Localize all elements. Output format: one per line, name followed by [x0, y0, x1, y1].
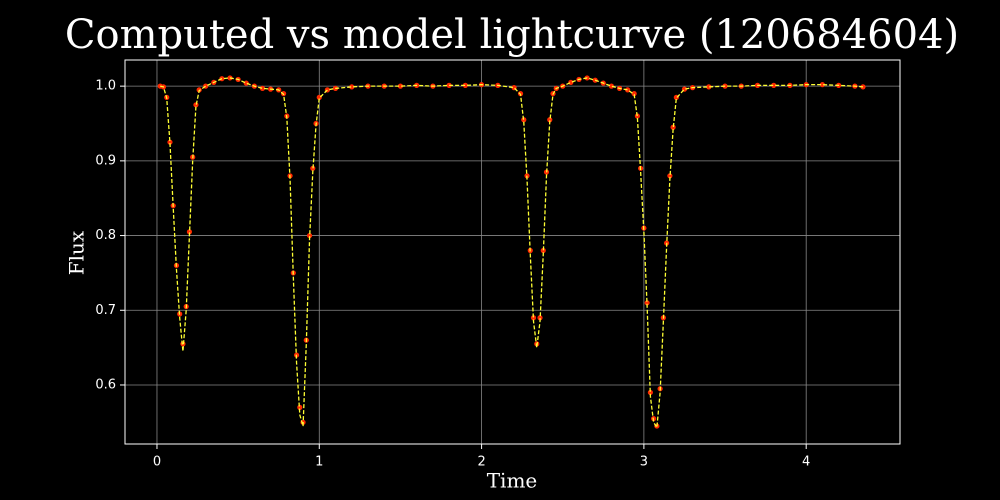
data-point — [540, 247, 546, 254]
data-point — [647, 389, 653, 396]
y-axis-label: Flux — [65, 230, 89, 275]
plot-frame — [124, 59, 901, 445]
data-point — [537, 315, 543, 321]
data-point — [530, 315, 537, 321]
data-point — [631, 91, 637, 97]
data-point — [306, 232, 313, 239]
y-tick-label: 0.9 — [95, 153, 116, 168]
data-point — [397, 83, 404, 89]
data-point — [193, 102, 199, 108]
data-point — [706, 84, 712, 90]
x-tick-label: 1 — [315, 455, 323, 470]
data-point — [860, 84, 866, 90]
data-point — [297, 404, 303, 410]
data-point — [462, 82, 468, 89]
y-tick-label: 1.0 — [95, 79, 116, 94]
data-point — [771, 82, 777, 89]
x-tick-label: 0 — [153, 455, 161, 470]
data-point — [349, 84, 355, 90]
y-tick-label: 0.8 — [95, 228, 116, 243]
model-line — [160, 77, 864, 430]
y-tick-label: 0.6 — [95, 377, 116, 392]
data-point — [625, 87, 631, 93]
data-point — [819, 82, 826, 88]
data-point — [667, 173, 673, 179]
data-point — [521, 117, 527, 123]
x-tick-label: 4 — [802, 455, 810, 470]
chart-title: Computed vs model lightcurve (120684604) — [65, 12, 959, 58]
data-point — [259, 85, 266, 91]
data-point — [670, 124, 676, 130]
data-point — [608, 83, 615, 89]
data-point — [310, 165, 316, 171]
data-point — [547, 117, 553, 123]
y-tick-label: 0.7 — [95, 303, 116, 318]
data-point — [186, 229, 193, 235]
x-tick-label: 2 — [477, 455, 485, 470]
x-axis-label: Time — [487, 469, 538, 493]
x-tick-label: 3 — [640, 455, 648, 470]
data-point — [644, 300, 650, 306]
data-point — [167, 139, 173, 145]
